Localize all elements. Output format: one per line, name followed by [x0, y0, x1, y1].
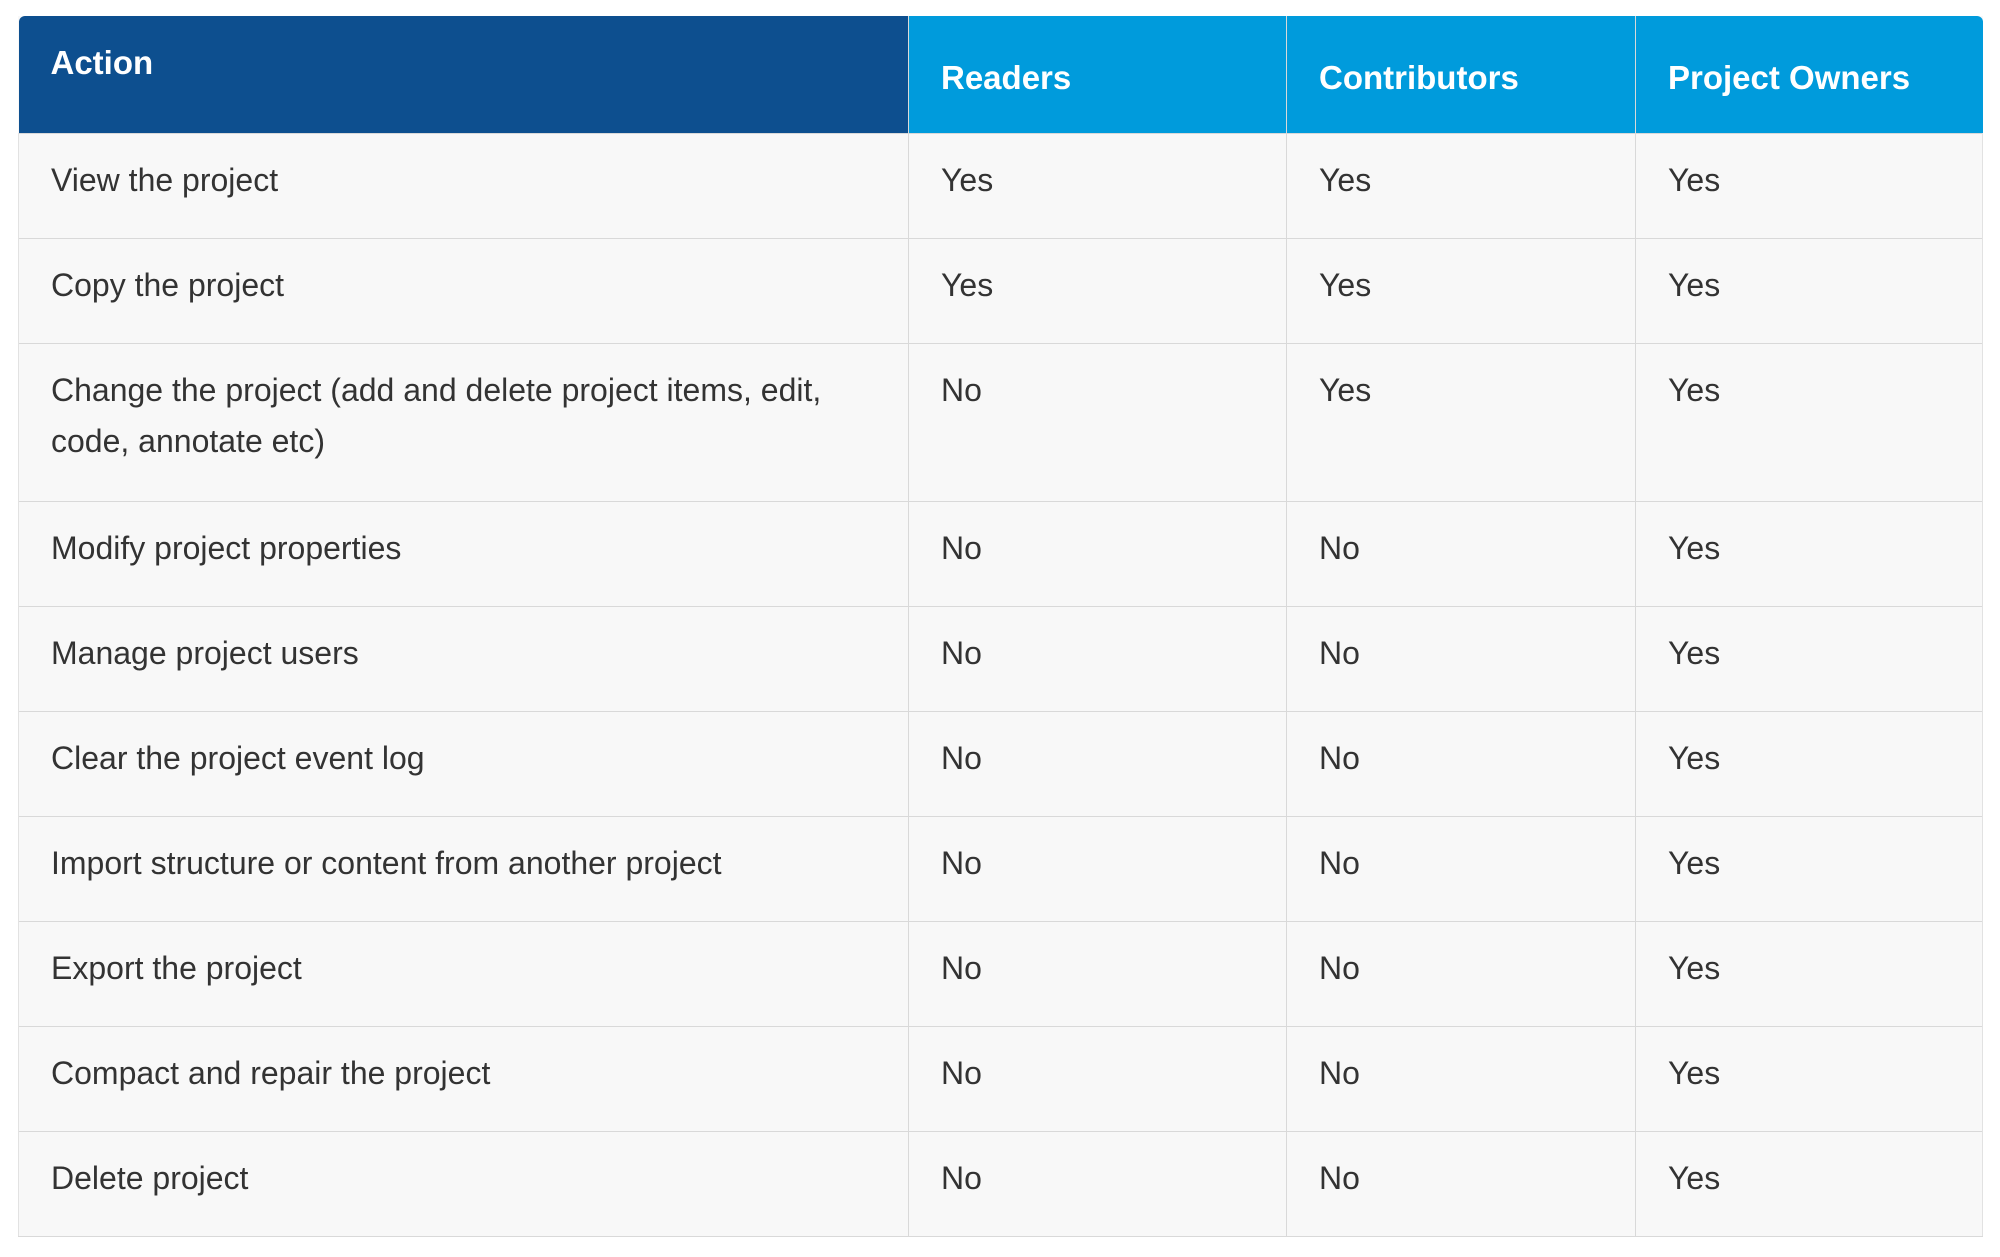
contributors-value: Yes [1319, 371, 1372, 408]
table-row: Clear the project event log No No Yes [18, 710, 1983, 816]
cell-contributors: No [1286, 920, 1636, 1026]
cell-action: Export the project [18, 920, 909, 1026]
contributors-value: No [1319, 1159, 1360, 1196]
readers-value: No [941, 739, 982, 776]
contributors-value: No [1319, 634, 1360, 671]
contributors-value: No [1319, 1054, 1360, 1091]
readers-value: Yes [941, 266, 994, 303]
action-text: Manage project users [51, 634, 359, 671]
action-text: Import structure or content from another… [51, 844, 722, 881]
cell-contributors: Yes [1286, 237, 1636, 343]
readers-value: No [941, 1054, 982, 1091]
cell-action: Copy the project [18, 237, 909, 343]
cell-action: Compact and repair the project [18, 1025, 909, 1131]
owners-value: Yes [1668, 949, 1721, 986]
readers-value: Yes [941, 161, 994, 198]
action-text: Delete project [51, 1159, 249, 1196]
cell-readers: Yes [908, 237, 1287, 343]
table-row: Import structure or content from another… [18, 815, 1983, 921]
owners-value: Yes [1668, 529, 1721, 566]
table-row: Manage project users No No Yes [18, 605, 1983, 711]
header-row: Action Readers Contributors Project Owne… [18, 16, 1983, 133]
cell-contributors: No [1286, 815, 1636, 921]
cell-owners: Yes [1635, 605, 1983, 711]
contributors-value: Yes [1319, 161, 1372, 198]
table-body: View the project Yes Yes Yes Copy the pr… [18, 132, 1983, 1237]
readers-value: No [941, 529, 982, 566]
cell-owners: Yes [1635, 237, 1983, 343]
permissions-table: Action Readers Contributors Project Owne… [18, 16, 1983, 1237]
header-action: Action [18, 16, 909, 133]
table-header: Action Readers Contributors Project Owne… [18, 16, 1983, 133]
action-text: Compact and repair the project [51, 1054, 491, 1091]
header-project-owners: Project Owners [1635, 16, 1983, 133]
cell-owners: Yes [1635, 1130, 1983, 1237]
cell-owners: Yes [1635, 815, 1983, 921]
cell-readers: No [908, 342, 1287, 501]
readers-value: No [941, 844, 982, 881]
cell-action: Clear the project event log [18, 710, 909, 816]
header-readers: Readers [908, 16, 1287, 133]
header-contributors: Contributors [1286, 16, 1636, 133]
readers-value: No [941, 371, 982, 408]
contributors-value: No [1319, 529, 1360, 566]
contributors-value: Yes [1319, 266, 1372, 303]
cell-contributors: Yes [1286, 132, 1636, 238]
owners-value: Yes [1668, 844, 1721, 881]
cell-action: View the project [18, 132, 909, 238]
contributors-value: No [1319, 949, 1360, 986]
owners-value: Yes [1668, 1054, 1721, 1091]
cell-contributors: No [1286, 605, 1636, 711]
owners-value: Yes [1668, 634, 1721, 671]
cell-readers: No [908, 920, 1287, 1026]
cell-readers: No [908, 815, 1287, 921]
action-text: View the project [51, 161, 279, 198]
cell-owners: Yes [1635, 132, 1983, 238]
cell-contributors: No [1286, 1130, 1636, 1237]
action-text: Export the project [51, 949, 302, 986]
cell-readers: No [908, 1130, 1287, 1237]
cell-owners: Yes [1635, 1025, 1983, 1131]
owners-value: Yes [1668, 371, 1721, 408]
cell-owners: Yes [1635, 920, 1983, 1026]
cell-readers: Yes [908, 132, 1287, 238]
readers-value: No [941, 1159, 982, 1196]
owners-value: Yes [1668, 161, 1721, 198]
readers-value: No [941, 949, 982, 986]
action-text: Change the project (add and delete proje… [51, 371, 822, 459]
table-row: Export the project No No Yes [18, 920, 1983, 1026]
table-row: Change the project (add and delete proje… [18, 342, 1983, 501]
cell-contributors: No [1286, 1025, 1636, 1131]
cell-action: Delete project [18, 1130, 909, 1237]
cell-owners: Yes [1635, 342, 1983, 501]
action-text: Modify project properties [51, 529, 402, 566]
cell-action: Modify project properties [18, 500, 909, 606]
action-text: Copy the project [51, 266, 285, 303]
owners-value: Yes [1668, 739, 1721, 776]
table-row: View the project Yes Yes Yes [18, 132, 1983, 238]
contributors-value: No [1319, 739, 1360, 776]
cell-contributors: No [1286, 710, 1636, 816]
cell-action: Manage project users [18, 605, 909, 711]
cell-action: Change the project (add and delete proje… [18, 342, 909, 501]
cell-readers: No [908, 605, 1287, 711]
action-text: Clear the project event log [51, 739, 425, 776]
owners-value: Yes [1668, 266, 1721, 303]
table-row: Compact and repair the project No No Yes [18, 1025, 1983, 1131]
contributors-value: No [1319, 844, 1360, 881]
cell-readers: No [908, 1025, 1287, 1131]
cell-contributors: Yes [1286, 342, 1636, 501]
cell-owners: Yes [1635, 500, 1983, 606]
table-row: Modify project properties No No Yes [18, 500, 1983, 606]
table-row: Copy the project Yes Yes Yes [18, 237, 1983, 343]
cell-readers: No [908, 710, 1287, 816]
table-row: Delete project No No Yes [18, 1130, 1983, 1237]
cell-contributors: No [1286, 500, 1636, 606]
cell-action: Import structure or content from another… [18, 815, 909, 921]
cell-owners: Yes [1635, 710, 1983, 816]
permissions-table-container: Action Readers Contributors Project Owne… [18, 16, 1983, 1237]
cell-readers: No [908, 500, 1287, 606]
owners-value: Yes [1668, 1159, 1721, 1196]
readers-value: No [941, 634, 982, 671]
